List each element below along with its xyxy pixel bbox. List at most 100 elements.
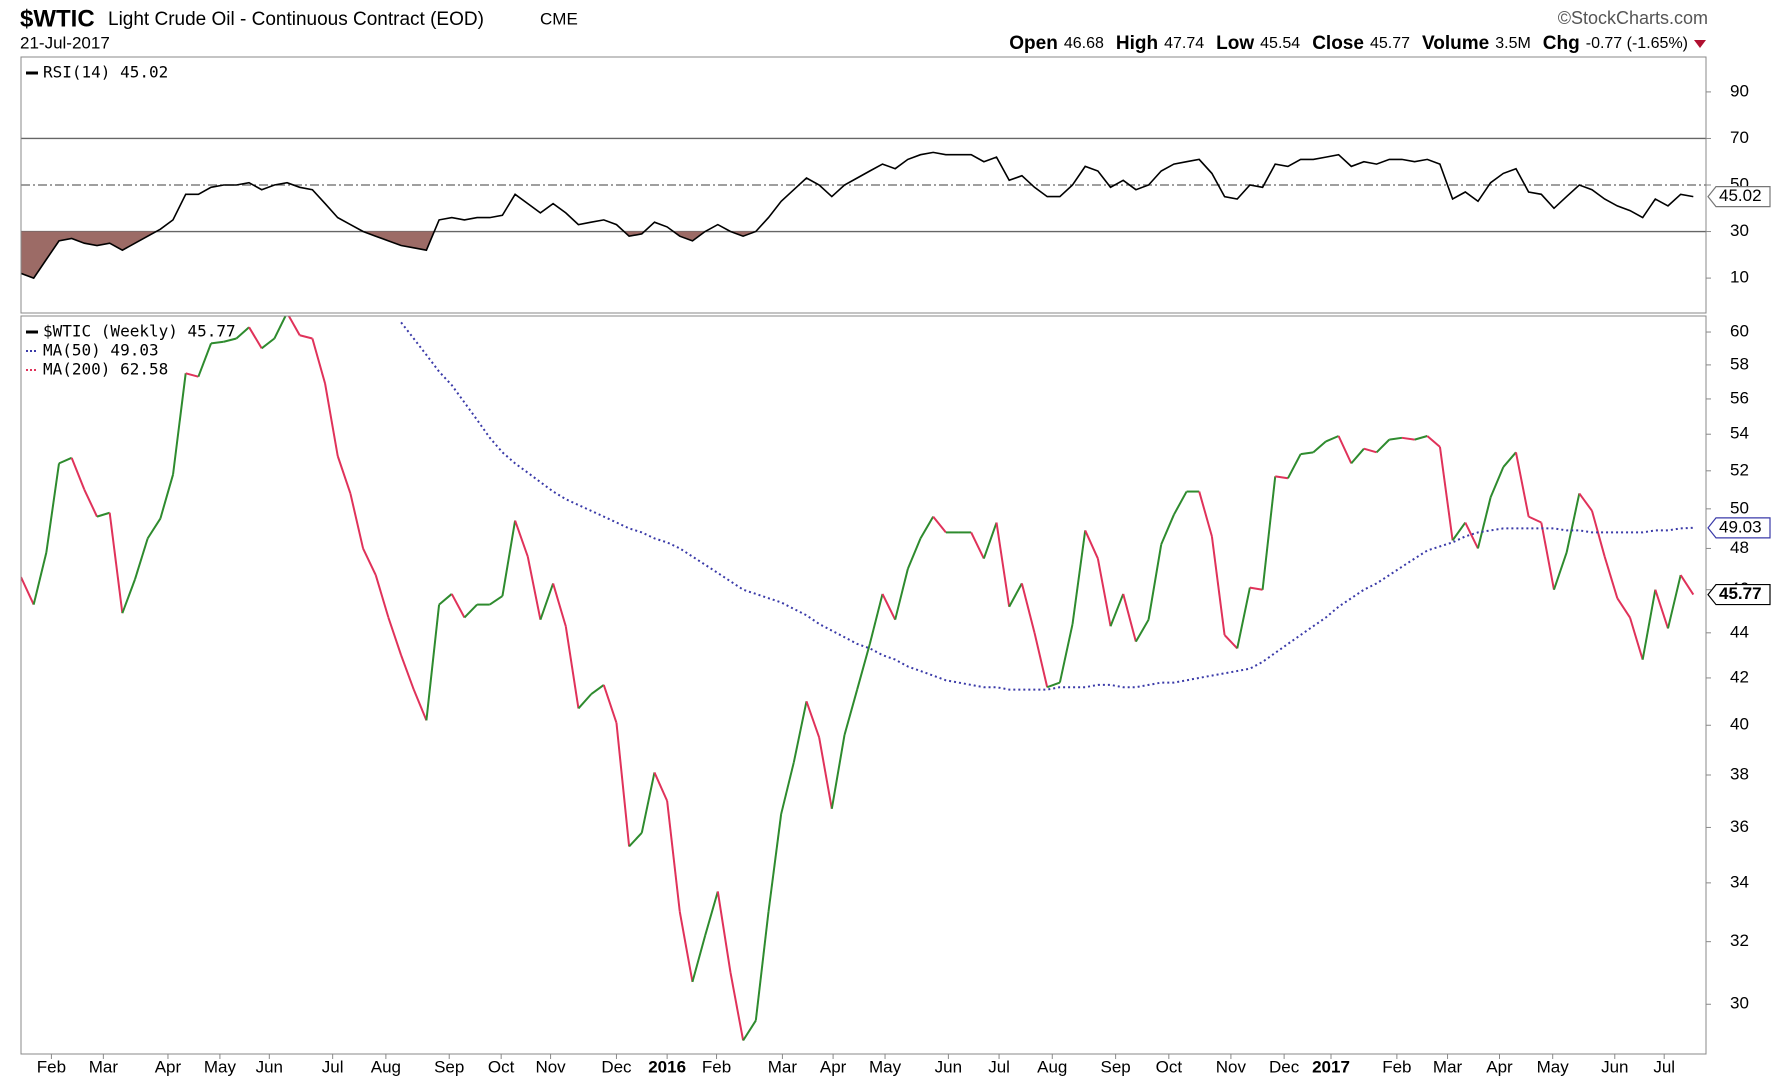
date: 21-Jul-2017 — [20, 33, 110, 52]
price-segment — [881, 593, 897, 621]
quote-label: Chg — [1543, 33, 1580, 54]
indicator-line — [21, 151, 1694, 280]
price-segment — [197, 343, 212, 378]
price-segment — [1135, 619, 1150, 643]
x-tick-label: Jun — [256, 1057, 283, 1076]
price-segment — [1528, 515, 1542, 524]
y-tick-label: 56 — [1730, 388, 1749, 407]
x-tick-label: Jun — [935, 1057, 962, 1076]
price-segment — [932, 516, 947, 534]
price-segment — [1109, 593, 1125, 627]
price-segment — [1476, 497, 1492, 549]
x-tick-label: Dec — [601, 1057, 632, 1076]
quote-value: 47.74 — [1164, 35, 1204, 52]
price-segment — [919, 516, 935, 539]
price-segment — [210, 340, 224, 345]
x-tick-label: Jul — [988, 1057, 1010, 1076]
price-segment — [1249, 586, 1263, 591]
x-tick-label: Jun — [1601, 1057, 1628, 1076]
price-segment — [1603, 556, 1619, 599]
price-segment — [172, 373, 187, 475]
price-segment — [1160, 514, 1175, 545]
y-tick-label: 30 — [1730, 994, 1749, 1013]
price-segment — [70, 457, 86, 491]
quote-label: Open — [1009, 33, 1058, 54]
y-tick-label: 42 — [1730, 667, 1749, 686]
price-segment — [425, 604, 441, 721]
price-segment — [552, 583, 567, 627]
price-segment — [1375, 438, 1390, 454]
price-segment — [1300, 451, 1314, 456]
price-segment — [843, 689, 859, 736]
price-segment — [1489, 466, 1505, 498]
x-tick-label: Jul — [322, 1057, 344, 1076]
price-segment — [1565, 493, 1581, 553]
price-segment — [716, 891, 732, 973]
price-segment — [1046, 681, 1061, 689]
quote-label: Close — [1312, 33, 1364, 54]
price-segment — [1071, 530, 1087, 625]
x-tick-label: Dec — [1269, 1057, 1300, 1076]
price-segment — [450, 593, 466, 618]
price-segment — [1287, 453, 1302, 479]
x-tick-label: 2017 — [1312, 1057, 1350, 1076]
x-tick-label: Apr — [1486, 1057, 1513, 1076]
quote-value: 45.54 — [1260, 35, 1300, 52]
price-segment — [514, 520, 529, 557]
price-segment — [1629, 617, 1644, 660]
price-segment — [590, 684, 605, 696]
y-tick-label: 36 — [1730, 817, 1749, 836]
price-segment — [640, 772, 656, 834]
y-tick-label: 30 — [1730, 221, 1749, 240]
quote-value: 3.5M — [1495, 35, 1531, 52]
price-segment — [754, 911, 770, 1021]
price-segment — [1096, 558, 1112, 627]
price-segment — [1426, 435, 1441, 448]
price-segment — [45, 463, 60, 553]
price-segment — [1363, 447, 1377, 454]
y-tick-label: 10 — [1730, 268, 1749, 287]
price-segment — [1147, 544, 1163, 620]
quote-label: Volume — [1422, 33, 1489, 54]
legend-label: $WTIC (Weekly) 45.77 — [43, 322, 236, 341]
x-tick-label: Nov — [1216, 1057, 1247, 1076]
x-tick-label: Mar — [1433, 1057, 1463, 1076]
price-segment — [146, 518, 162, 539]
price-segment — [704, 891, 719, 936]
price-segment — [501, 520, 517, 597]
x-tick-label: Oct — [488, 1057, 515, 1076]
x-tick-label: Apr — [155, 1057, 182, 1076]
price-segment — [894, 568, 909, 620]
price-segment — [299, 334, 313, 340]
y-tick-label: 40 — [1730, 715, 1749, 734]
x-tick-label: Feb — [37, 1057, 66, 1076]
plot-area — [21, 316, 1695, 1042]
quote-label: High — [1116, 33, 1158, 54]
quote: Open 46.68 High 47.74 Low 45.54 Close 45.77 Volu… — [1009, 33, 1688, 54]
last-value-pointer — [1707, 583, 1771, 606]
y-tick-label: 52 — [1730, 460, 1749, 479]
price-segment — [400, 654, 415, 690]
x-tick-label: Sep — [1100, 1057, 1130, 1076]
price-segment — [970, 531, 985, 560]
price-segment — [32, 552, 48, 605]
price-segment — [1654, 589, 1669, 629]
y-tick-label: 48 — [1730, 538, 1749, 557]
x-tick-label: Nov — [535, 1057, 566, 1076]
x-tick-label: 2016 — [648, 1057, 686, 1076]
quote-value: -0.77 (-1.65%) — [1586, 35, 1688, 52]
x-tick-label: Feb — [1382, 1057, 1411, 1076]
last-value-pointer — [1707, 185, 1771, 208]
y-tick-label: 70 — [1730, 128, 1749, 147]
change-arrow — [1694, 40, 1706, 48]
price-segment — [324, 383, 339, 457]
price-segment — [1401, 436, 1415, 441]
price-segment — [1173, 491, 1188, 516]
exchange: CME — [540, 9, 578, 28]
quote-value: 46.68 — [1064, 35, 1104, 52]
price-segment — [1236, 587, 1251, 649]
price-segment — [577, 693, 592, 710]
x-tick-label: May — [204, 1057, 237, 1076]
